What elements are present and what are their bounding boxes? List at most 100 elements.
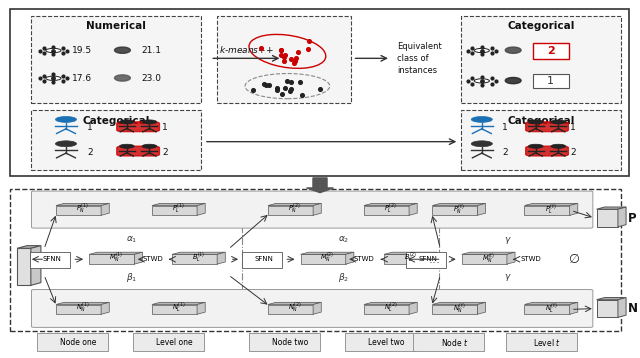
- Point: [297, 92, 307, 98]
- FancyBboxPatch shape: [216, 16, 351, 103]
- Point: [467, 45, 477, 51]
- Text: $M_N^{(t)}$: $M_N^{(t)}$: [482, 251, 495, 265]
- Polygon shape: [152, 305, 197, 314]
- Polygon shape: [524, 302, 578, 305]
- Polygon shape: [313, 203, 321, 215]
- Point: [49, 44, 59, 49]
- Polygon shape: [432, 203, 486, 205]
- Polygon shape: [268, 302, 321, 305]
- Text: 2: 2: [570, 147, 575, 156]
- Circle shape: [142, 120, 157, 124]
- Polygon shape: [364, 305, 409, 314]
- Text: $\alpha_1$: $\alpha_1$: [126, 235, 138, 246]
- Point: [277, 91, 287, 97]
- Text: $B_L^{(2)}$: $B_L^{(2)}$: [404, 251, 417, 265]
- Text: $M_N^{(2)}$: $M_N^{(2)}$: [320, 251, 335, 265]
- Polygon shape: [524, 305, 570, 314]
- FancyBboxPatch shape: [525, 122, 568, 132]
- FancyBboxPatch shape: [532, 43, 569, 59]
- FancyBboxPatch shape: [31, 290, 593, 327]
- Point: [467, 81, 477, 87]
- Point: [463, 78, 473, 84]
- Point: [49, 48, 59, 53]
- Point: [58, 45, 68, 51]
- Text: $N_L^{(t)}$: $N_L^{(t)}$: [545, 301, 557, 315]
- Polygon shape: [152, 205, 197, 215]
- FancyBboxPatch shape: [413, 333, 484, 351]
- Point: [276, 48, 286, 53]
- Polygon shape: [429, 252, 437, 264]
- Point: [58, 78, 68, 84]
- Point: [486, 81, 497, 87]
- Polygon shape: [570, 203, 578, 215]
- Text: $\beta_1$: $\beta_1$: [126, 271, 138, 284]
- Text: 21.1: 21.1: [141, 46, 161, 55]
- Text: 2: 2: [163, 147, 168, 156]
- FancyBboxPatch shape: [461, 110, 621, 170]
- Polygon shape: [197, 203, 205, 215]
- Text: 1: 1: [87, 123, 93, 132]
- Text: 17.6: 17.6: [72, 74, 92, 83]
- Polygon shape: [596, 297, 626, 300]
- Point: [272, 85, 282, 91]
- Text: Categorical: Categorical: [83, 116, 150, 126]
- Point: [289, 60, 300, 66]
- Point: [293, 49, 303, 55]
- Text: $\emptyset$: $\emptyset$: [568, 252, 580, 266]
- Polygon shape: [56, 305, 101, 314]
- Polygon shape: [618, 297, 626, 318]
- Text: $k$-means++: $k$-means++: [220, 44, 274, 55]
- Text: $\alpha_2$: $\alpha_2$: [338, 235, 349, 246]
- Point: [38, 50, 49, 56]
- Circle shape: [56, 116, 77, 122]
- Polygon shape: [172, 255, 217, 264]
- Text: N: N: [628, 302, 638, 315]
- Polygon shape: [596, 209, 618, 227]
- Point: [58, 73, 68, 78]
- Text: $P_L^{(t)}$: $P_L^{(t)}$: [545, 202, 557, 216]
- Point: [286, 86, 296, 91]
- Text: STWD: STWD: [353, 256, 374, 262]
- FancyBboxPatch shape: [31, 16, 201, 103]
- Polygon shape: [384, 252, 437, 255]
- Polygon shape: [268, 305, 313, 314]
- Polygon shape: [115, 47, 131, 53]
- Circle shape: [46, 48, 61, 53]
- Polygon shape: [507, 252, 515, 264]
- Polygon shape: [477, 203, 486, 215]
- Text: SFNN: SFNN: [254, 256, 273, 262]
- Polygon shape: [364, 302, 417, 305]
- FancyBboxPatch shape: [29, 252, 70, 268]
- Text: ...: ...: [429, 253, 441, 266]
- Point: [477, 52, 487, 57]
- Text: Equivalent
class of
instances: Equivalent class of instances: [397, 42, 442, 74]
- Polygon shape: [89, 252, 143, 255]
- Polygon shape: [172, 252, 225, 255]
- Circle shape: [120, 120, 134, 124]
- Point: [38, 45, 49, 51]
- Polygon shape: [152, 203, 205, 205]
- Text: Numerical: Numerical: [86, 21, 146, 31]
- Polygon shape: [217, 252, 225, 264]
- Polygon shape: [384, 255, 429, 264]
- Text: Level one: Level one: [156, 338, 193, 347]
- Point: [38, 78, 49, 84]
- Text: 19.5: 19.5: [72, 46, 92, 55]
- Text: Node $t$: Node $t$: [441, 337, 468, 348]
- Polygon shape: [101, 203, 109, 215]
- Text: P: P: [628, 212, 637, 224]
- FancyBboxPatch shape: [525, 146, 568, 156]
- Point: [272, 87, 282, 93]
- FancyBboxPatch shape: [506, 333, 577, 351]
- Text: $N_N^{(2)}$: $N_N^{(2)}$: [288, 301, 301, 315]
- Polygon shape: [409, 203, 417, 215]
- Point: [477, 82, 487, 88]
- Text: $N_L^{(2)}$: $N_L^{(2)}$: [384, 301, 397, 315]
- Point: [490, 48, 500, 53]
- Polygon shape: [461, 255, 507, 264]
- Point: [49, 52, 59, 57]
- Point: [62, 76, 72, 81]
- Point: [248, 87, 258, 93]
- Point: [261, 82, 271, 88]
- Polygon shape: [268, 203, 321, 205]
